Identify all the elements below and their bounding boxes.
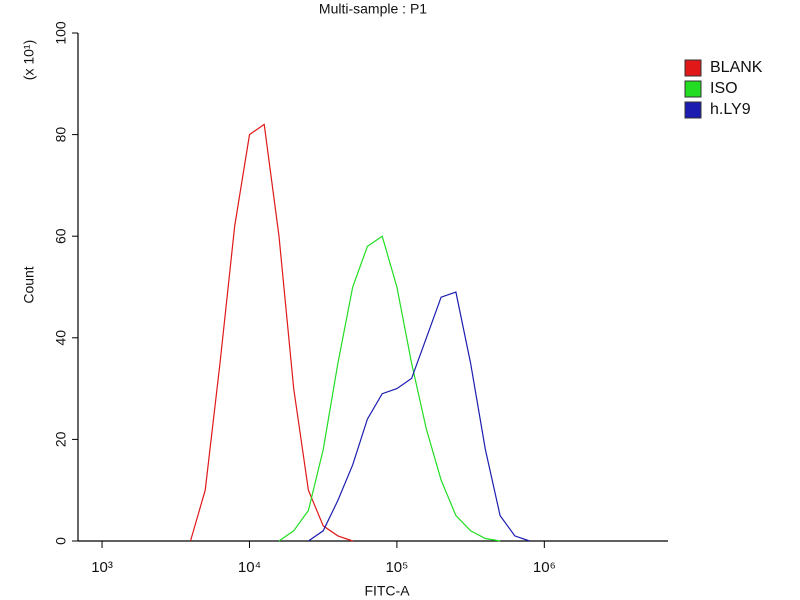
series-line bbox=[278, 235, 501, 542]
x-axis-label: FITC-A bbox=[364, 583, 410, 599]
legend-swatch bbox=[684, 101, 702, 119]
y-tick-label: 100 bbox=[53, 21, 69, 45]
x-tick-label: 10⁵ bbox=[385, 559, 408, 576]
y-tick-label: 80 bbox=[53, 127, 69, 143]
y-tick-label: 20 bbox=[53, 431, 69, 447]
y-axis-multiplier: (x 10¹) bbox=[21, 40, 37, 80]
legend-label: BLANK bbox=[710, 59, 763, 76]
y-tick-label: 40 bbox=[53, 330, 69, 346]
chart-title: Multi-sample : P1 bbox=[319, 1, 427, 17]
legend-swatch bbox=[684, 59, 702, 77]
x-tick-label: 10⁴ bbox=[238, 559, 261, 576]
legend-swatch bbox=[684, 80, 702, 98]
legend-label: h.LY9 bbox=[710, 101, 751, 118]
y-tick-label: 0 bbox=[53, 537, 69, 545]
series-line bbox=[189, 123, 353, 542]
x-tick-label: 10³ bbox=[91, 559, 113, 576]
y-tick-label: 60 bbox=[53, 228, 69, 244]
y-axis-label: Count bbox=[21, 266, 37, 303]
series-line bbox=[308, 291, 530, 542]
x-tick-label: 10⁶ bbox=[533, 559, 556, 576]
legend-label: ISO bbox=[710, 80, 738, 97]
